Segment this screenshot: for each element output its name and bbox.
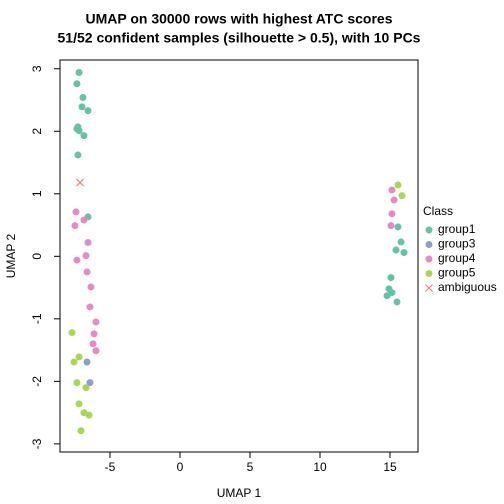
legend-label: group3 <box>438 237 476 251</box>
y-axis-label: UMAP 2 <box>4 233 18 278</box>
x-tick-label: 5 <box>247 460 254 474</box>
point <box>400 249 408 257</box>
legend-label: group1 <box>438 222 476 236</box>
point <box>85 411 93 419</box>
point <box>73 80 81 88</box>
point <box>73 256 81 264</box>
point <box>71 222 79 230</box>
y-tick-label: 1 <box>30 190 44 197</box>
point <box>92 347 100 355</box>
point <box>77 427 85 435</box>
y-tick-label: 0 <box>30 253 44 260</box>
legend-marker <box>425 284 433 292</box>
point <box>394 223 402 231</box>
point <box>87 283 95 291</box>
chart-title: UMAP on 30000 rows with highest ATC scor… <box>85 11 392 27</box>
x-tick-label: 15 <box>383 460 397 474</box>
plot-frame <box>59 59 419 453</box>
point <box>398 192 406 200</box>
point <box>387 222 395 230</box>
point <box>387 274 395 282</box>
x-tick-label: -5 <box>105 460 116 474</box>
point <box>72 208 80 216</box>
point <box>83 358 91 366</box>
legend-marker <box>425 270 433 277</box>
point <box>82 252 90 260</box>
point <box>83 268 91 276</box>
legend-marker <box>425 255 433 263</box>
point <box>388 186 396 194</box>
y-tick-label: -1 <box>30 313 44 324</box>
legend-marker <box>425 241 433 248</box>
point <box>89 340 97 348</box>
legend-label: group4 <box>438 251 476 265</box>
point <box>80 132 88 140</box>
point <box>92 318 100 326</box>
chart-subtitle: 51/52 confident samples (silhouette > 0.… <box>58 30 421 46</box>
point <box>86 303 94 311</box>
point <box>79 94 87 102</box>
legend-title: Class <box>423 204 453 218</box>
point <box>70 358 78 366</box>
point <box>397 238 405 246</box>
point <box>74 151 82 159</box>
point <box>86 379 94 387</box>
point <box>73 379 81 387</box>
point <box>388 210 396 218</box>
point <box>75 400 83 408</box>
point <box>393 298 401 306</box>
point <box>392 246 400 254</box>
y-tick-label: 2 <box>30 128 44 135</box>
legend-marker <box>425 226 433 234</box>
x-tick-label: 10 <box>313 460 327 474</box>
y-tick-label: 3 <box>30 65 44 72</box>
x-tick-label: 0 <box>177 460 184 474</box>
point <box>388 289 396 297</box>
point <box>75 69 83 77</box>
point <box>80 216 88 224</box>
point <box>84 107 92 115</box>
x-axis-label: UMAP 1 <box>217 486 262 500</box>
y-tick-label: -2 <box>30 376 44 387</box>
point <box>75 353 83 361</box>
point <box>82 384 90 392</box>
point <box>84 239 92 247</box>
point <box>76 178 84 187</box>
point <box>383 292 391 300</box>
point <box>394 181 402 189</box>
point <box>68 329 76 337</box>
y-tick-label: -3 <box>30 438 44 449</box>
point <box>75 127 83 135</box>
legend-label: group5 <box>438 266 476 280</box>
point <box>390 196 398 204</box>
legend-label: ambiguous <box>438 280 497 294</box>
point <box>90 330 98 338</box>
point <box>78 103 86 111</box>
